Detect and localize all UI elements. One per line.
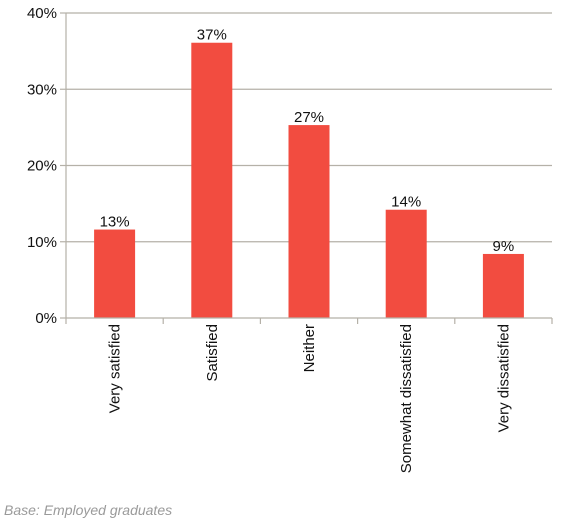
category-label: Satisfied	[204, 324, 221, 382]
bar	[288, 125, 330, 319]
category-label: Somewhat dissatisfied	[398, 324, 415, 473]
data-label: 9%	[493, 238, 515, 255]
bar	[482, 253, 524, 318]
category-label: Neither	[301, 324, 318, 372]
bar	[385, 209, 427, 318]
y-tick-label: 0%	[35, 310, 57, 327]
base-note: Base: Employed graduates	[4, 502, 173, 518]
y-tick-label: 30%	[27, 81, 57, 98]
bar	[191, 42, 233, 319]
data-label: 13%	[100, 214, 130, 231]
data-label: 27%	[294, 109, 324, 126]
category-label: Very satisfied	[107, 324, 124, 413]
data-label: 37%	[197, 27, 227, 44]
category-label: Very dissatisfied	[495, 324, 512, 432]
bar	[94, 229, 136, 318]
y-tick-label: 10%	[27, 234, 57, 251]
y-tick-label: 20%	[27, 158, 57, 175]
bars: 13% 37% 27% 14% 9%	[94, 27, 524, 319]
y-axis: 0% 10% 20% 30% 40%	[27, 5, 67, 327]
y-tick-label: 40%	[27, 5, 57, 22]
x-axis: Very satisfied Satisfied Neither Somewhat d…	[65, 317, 553, 473]
data-label: 14%	[391, 194, 421, 211]
